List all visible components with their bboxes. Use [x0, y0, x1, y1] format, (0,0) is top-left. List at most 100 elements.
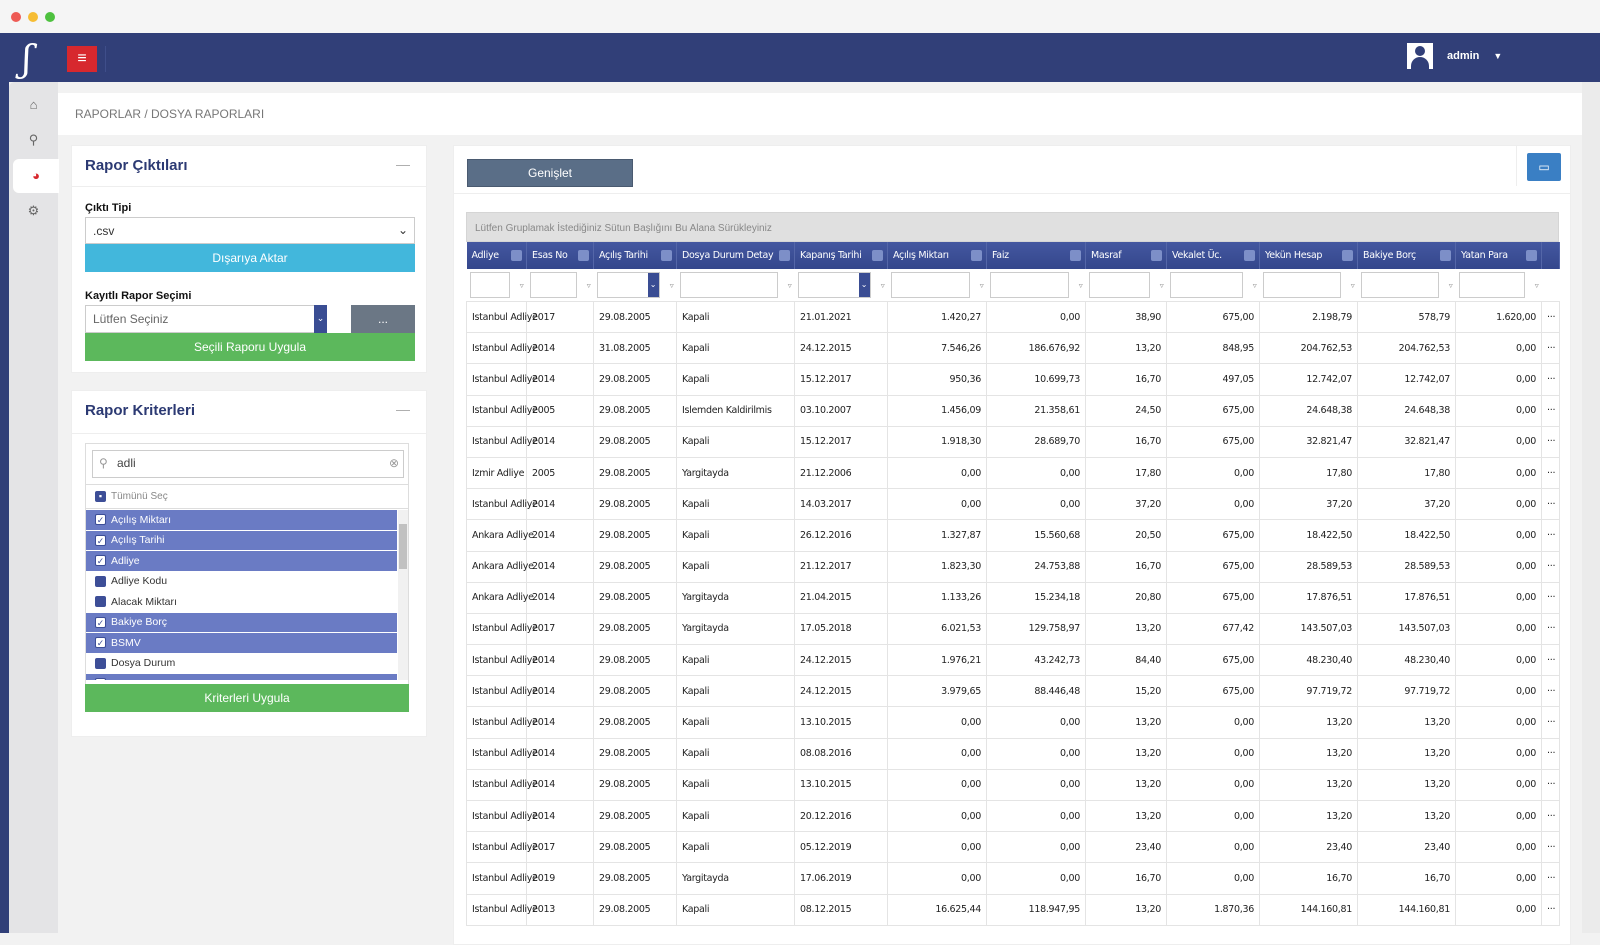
column-header[interactable]: Dosya Durum Detay	[676, 242, 795, 269]
filter-input[interactable]	[1360, 272, 1439, 298]
checkbox-icon[interactable]: ✓	[95, 555, 106, 567]
row-actions-button[interactable]: ···	[1541, 363, 1560, 396]
filter-input[interactable]: ⌄	[797, 272, 871, 298]
column-header[interactable]: Adliye	[466, 242, 527, 269]
row-actions-button[interactable]: ···	[1541, 675, 1560, 708]
table-row[interactable]: Istanbul Adliye 2017 29.08.2005 Kapali 21.01…	[466, 300, 1560, 334]
table-row[interactable]: Istanbul Adliye 2014 29.08.2005 Kapali 15.12…	[466, 425, 1560, 458]
scrollbar-thumb[interactable]	[399, 524, 407, 569]
column-menu-icon[interactable]	[779, 250, 790, 261]
row-actions-button[interactable]: ···	[1541, 394, 1560, 427]
checkbox-icon[interactable]: ✓	[95, 514, 106, 526]
filter-icon[interactable]: ▿	[586, 281, 591, 290]
filter-input[interactable]	[529, 272, 577, 298]
checkbox-icon[interactable]: ✓	[95, 637, 106, 649]
filter-icon[interactable]: ▿	[519, 281, 524, 290]
row-actions-button[interactable]: ···	[1541, 425, 1560, 458]
filter-input[interactable]	[989, 272, 1069, 298]
collapse-icon[interactable]: —	[396, 156, 410, 172]
home-icon[interactable]: ⌂	[29, 97, 38, 112]
column-menu-icon[interactable]	[661, 250, 672, 261]
checkbox-icon[interactable]	[95, 596, 106, 608]
row-actions-button[interactable]: ···	[1541, 706, 1560, 739]
row-actions-button[interactable]: ···	[1541, 519, 1560, 552]
row-actions-button[interactable]: ···	[1541, 488, 1560, 521]
filter-icon[interactable]: ▿	[1252, 281, 1257, 290]
clear-icon[interactable]: ⊗	[388, 456, 399, 470]
filter-icon[interactable]: ▿	[669, 281, 674, 290]
user-menu[interactable]: admin ▼	[1407, 43, 1502, 69]
filter-input[interactable]	[679, 272, 778, 298]
filter-icon[interactable]: ▿	[787, 281, 792, 290]
group-drop-area[interactable]: Lütfen Gruplamak İstediğiniz Sütun Başlı…	[466, 212, 1559, 242]
checkbox-icon[interactable]	[95, 657, 106, 669]
table-row[interactable]: Istanbul Adliye 2014 29.08.2005 Kapali 24.12…	[466, 675, 1560, 708]
expand-button[interactable]: Genişlet	[467, 159, 633, 187]
table-row[interactable]: Ankara Adliye 2014 29.08.2005 Kapali 26.12.2…	[466, 519, 1560, 552]
pie-chart-icon[interactable]: ◕	[13, 159, 59, 193]
row-actions-button[interactable]: ···	[1541, 862, 1560, 895]
gear-icon[interactable]: ⚙	[27, 203, 40, 218]
column-header[interactable]: Açılış Tarihi	[593, 242, 677, 269]
table-row[interactable]: Istanbul Adliye 2014 29.08.2005 Kapali 13.10…	[466, 768, 1560, 802]
table-row[interactable]: Istanbul Adliye 2014 29.08.2005 Kapali 13.10…	[466, 706, 1560, 739]
monitor-icon[interactable]: ▭	[1527, 153, 1561, 181]
row-actions-button[interactable]: ···	[1541, 831, 1560, 864]
table-row[interactable]: Istanbul Adliye 2013 29.08.2005 Kapali 08.12…	[466, 893, 1560, 926]
filter-input[interactable]	[1262, 272, 1341, 298]
hamburger-menu-button[interactable]: ≡	[67, 46, 97, 72]
checkbox-icon[interactable]	[95, 575, 106, 587]
filter-icon[interactable]: ▿	[1159, 281, 1164, 290]
checkbox-icon[interactable]: ✓	[95, 616, 106, 628]
column-header[interactable]: Açılış Miktarı	[887, 242, 987, 269]
apply-criteria-button[interactable]: Kriterleri Uygula	[85, 684, 409, 712]
column-menu-icon[interactable]	[511, 250, 522, 261]
filter-icon[interactable]: ▿	[979, 281, 984, 290]
column-menu-icon[interactable]	[1070, 250, 1081, 261]
column-header[interactable]: Yekün Hesap	[1259, 242, 1358, 269]
column-menu-icon[interactable]	[1151, 250, 1162, 261]
apply-saved-report-button[interactable]: Seçili Raporu Uygula	[85, 333, 415, 361]
filter-input[interactable]	[469, 272, 510, 298]
criteria-item[interactable]: ✓ Açılış Miktarı	[86, 510, 397, 531]
filter-input[interactable]	[1169, 272, 1243, 298]
row-actions-button[interactable]: ···	[1541, 581, 1560, 614]
column-header[interactable]: Esas No	[526, 242, 594, 269]
table-row[interactable]: Izmir Adliye 2005 29.08.2005 Yargitayda 21.1…	[466, 456, 1560, 490]
criteria-item[interactable]: ✓ Açılış Tarihi	[86, 530, 397, 551]
table-row[interactable]: Istanbul Adliye 2014 31.08.2005 Kapali 24.12…	[466, 332, 1560, 365]
row-actions-button[interactable]: ···	[1541, 456, 1560, 490]
scrollbar[interactable]	[398, 510, 408, 680]
minimize-window-button[interactable]	[28, 12, 38, 22]
date-picker-icon[interactable]: ⌄	[647, 273, 659, 297]
table-row[interactable]: Istanbul Adliye 2014 29.08.2005 Kapali 08.08…	[466, 737, 1560, 770]
table-row[interactable]: Istanbul Adliye 2014 29.08.2005 Kapali 24.12…	[466, 644, 1560, 677]
filter-input[interactable]	[1088, 272, 1150, 298]
table-row[interactable]: Ankara Adliye 2014 29.08.2005 Kapali 21.12.2…	[466, 550, 1560, 583]
row-actions-button[interactable]: ···	[1541, 768, 1560, 802]
filter-icon[interactable]: ▿	[880, 281, 885, 290]
output-type-select[interactable]: .csv ⌄	[85, 217, 415, 244]
collapse-icon[interactable]: —	[396, 401, 410, 417]
filter-input[interactable]	[1458, 272, 1525, 298]
criteria-item[interactable]: ✓ Bakiye Borç	[86, 612, 397, 633]
criteria-item[interactable]: ✓ Dosya Durum Detay	[86, 674, 397, 680]
criteria-item[interactable]: Dosya Durum	[86, 654, 397, 674]
filter-icon[interactable]: ▿	[1350, 281, 1355, 290]
column-menu-icon[interactable]	[1440, 250, 1451, 261]
row-actions-button[interactable]: ···	[1541, 550, 1560, 583]
criteria-item[interactable]: Alacak Miktarı	[86, 592, 397, 613]
row-actions-button[interactable]: ···	[1541, 612, 1560, 646]
table-row[interactable]: Istanbul Adliye 2019 29.08.2005 Yargitayda 1…	[466, 862, 1560, 895]
criteria-item[interactable]: ✓ BSMV	[86, 633, 397, 654]
column-header[interactable]: Kapanış Tarihi	[794, 242, 888, 269]
maximize-window-button[interactable]	[45, 12, 55, 22]
filter-input[interactable]: ⌄	[596, 272, 660, 298]
row-actions-button[interactable]: ···	[1541, 893, 1560, 926]
criteria-item[interactable]: ✓ Adliye	[86, 551, 397, 572]
row-actions-button[interactable]: ···	[1541, 300, 1560, 334]
table-row[interactable]: Istanbul Adliye 2014 29.08.2005 Kapali 14.03…	[466, 488, 1560, 521]
table-row[interactable]: Istanbul Adliye 2014 29.08.2005 Kapali 20.12…	[466, 799, 1560, 833]
saved-report-select[interactable]: Lütfen Seçiniz ⌄	[85, 305, 327, 333]
column-header[interactable]: Bakiye Borç	[1357, 242, 1456, 269]
